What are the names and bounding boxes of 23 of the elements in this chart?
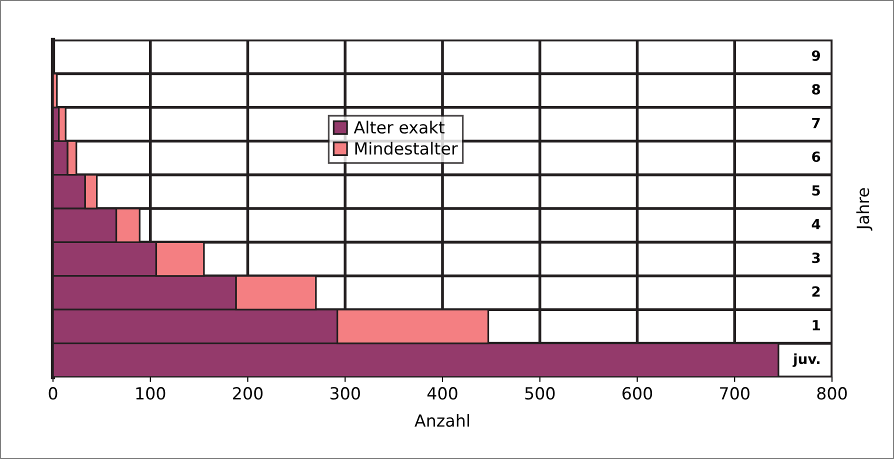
x-tick-label: 100 — [136, 387, 166, 400]
x-tick-label: 800 — [817, 387, 847, 400]
legend-label: Mindestalter — [355, 142, 458, 155]
x-tick-label: 200 — [233, 387, 263, 400]
y-tick-label: 4 — [812, 219, 820, 230]
x-tick-label: 600 — [622, 387, 652, 400]
x-tick-label: 700 — [720, 387, 750, 400]
x-tick-label: 300 — [330, 387, 360, 400]
y-tick-label: 5 — [812, 185, 820, 196]
x-tick-label: 500 — [525, 387, 555, 400]
y-tick-label: juv. — [792, 353, 820, 367]
y-tick-label: 2 — [812, 286, 820, 297]
x-axis-title: Anzahl — [414, 414, 469, 427]
x-tick-label: 0 — [48, 387, 58, 400]
y-tick-label: 7 — [812, 118, 820, 128]
y-tick-label: 8 — [812, 84, 820, 95]
y-tick-label: 1 — [812, 320, 820, 330]
y-tick-label: 3 — [812, 252, 820, 264]
legend-label: Alter exakt — [354, 120, 444, 134]
y-tick-label: 6 — [812, 151, 820, 162]
x-tick-label: 400 — [427, 387, 458, 400]
y-tick-label: 9 — [812, 50, 820, 61]
y-axis-title: Jahre — [856, 188, 872, 231]
